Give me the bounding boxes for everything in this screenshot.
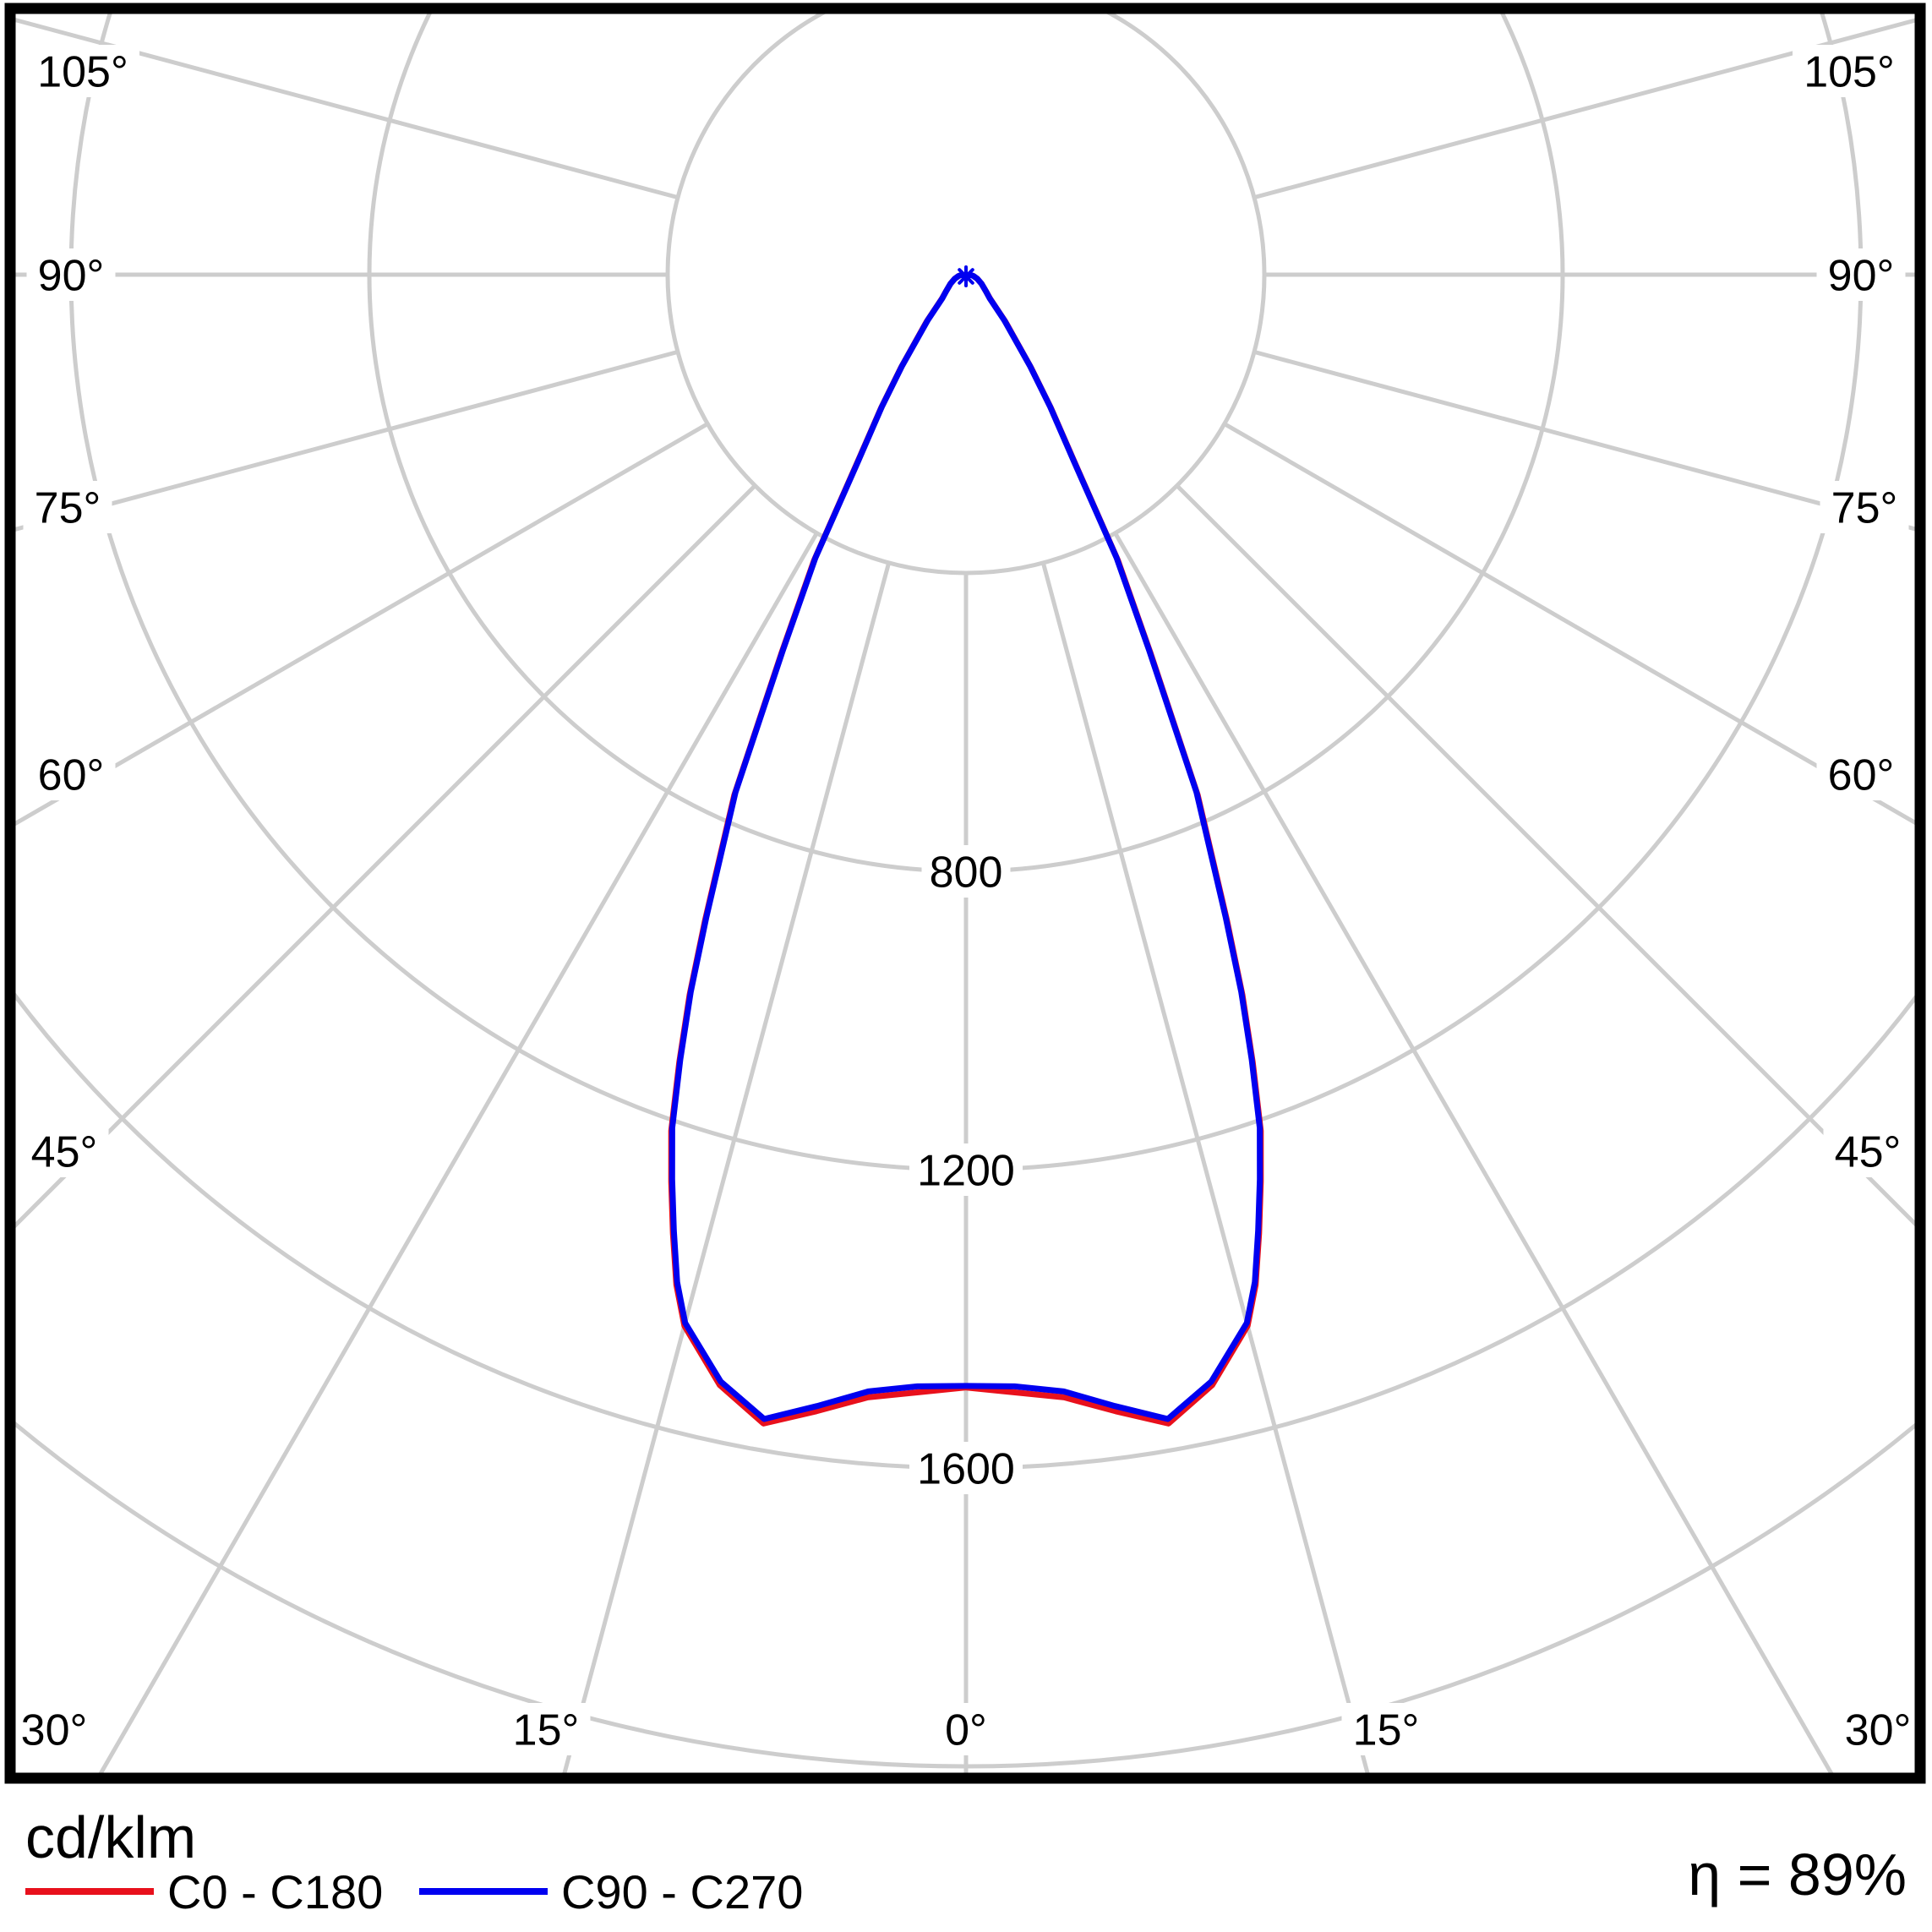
angle-label: 90° xyxy=(1828,252,1895,301)
plot-frame xyxy=(4,3,1926,1784)
legend: C0 - C180 C90 - C270 xyxy=(25,1865,803,1918)
angle-label-background xyxy=(9,1703,99,1755)
grid-ray-right-105 xyxy=(1253,18,1915,200)
angle-label: 75° xyxy=(35,484,101,533)
grid-ray-left-105 xyxy=(15,17,679,200)
radial-label-background xyxy=(921,845,1011,898)
angle-label-background xyxy=(1820,481,1909,533)
grid-ray-left-15 xyxy=(562,562,892,1773)
angle-label-background xyxy=(1833,1703,1923,1755)
angle-label-background xyxy=(26,748,116,800)
angle-label: 60° xyxy=(1828,751,1895,800)
intensity-curves xyxy=(668,271,1264,1427)
angle-label: 90° xyxy=(38,252,105,301)
peak-marker-stroke xyxy=(958,268,974,285)
efficiency-label: η = 89% xyxy=(1688,1842,1907,1907)
angle-label-background xyxy=(1816,248,1906,301)
angle-label: 30° xyxy=(1845,1706,1912,1755)
unit-label: cd/klm xyxy=(25,1804,196,1870)
legend-label-c90-c270: C90 - C270 xyxy=(561,1865,803,1918)
angle-label: 15° xyxy=(513,1706,580,1755)
radial-label-background xyxy=(909,1143,1023,1196)
grid-ray-right-75 xyxy=(1253,349,1915,532)
angle-label: 30° xyxy=(21,1706,88,1755)
radial-label: 800 xyxy=(930,849,1003,898)
radial-label-background xyxy=(909,1442,1023,1494)
angle-label-background xyxy=(1816,748,1906,800)
angle-label-background xyxy=(1823,1125,1913,1177)
angle-label: 75° xyxy=(1831,484,1898,533)
grid-ray-right-30 xyxy=(1113,532,1834,1773)
angle-label-background xyxy=(19,1125,109,1177)
angle-label-background xyxy=(1341,1703,1431,1755)
radial-label: 1200 xyxy=(917,1147,1015,1196)
angle-label-background xyxy=(934,1703,998,1755)
grid-label-backgrounds xyxy=(9,45,1923,1755)
angle-label: 45° xyxy=(1835,1128,1902,1177)
radial-label: 1600 xyxy=(917,1445,1015,1494)
angle-label: 105° xyxy=(37,48,128,97)
grid-ray-right-60 xyxy=(1223,422,1915,826)
angle-label-background xyxy=(26,45,139,97)
grid-ray-right-15 xyxy=(1040,562,1370,1773)
angle-label: 0° xyxy=(945,1706,987,1755)
angle-label: 60° xyxy=(38,751,105,800)
grid-ray-left-30 xyxy=(98,532,819,1773)
angle-label: 45° xyxy=(31,1128,98,1177)
grid-ray-left-75 xyxy=(15,349,679,532)
angle-label-background xyxy=(23,481,112,533)
angle-label-background xyxy=(1793,45,1906,97)
grid-ray-left-60 xyxy=(15,422,709,827)
angle-label-background xyxy=(26,248,116,301)
grid-labels: 800 1200 1600 105° 90° 75° 60° 45° 30° 15° 0° 15° 30… xyxy=(21,48,1912,1755)
angle-label-background xyxy=(501,1703,591,1755)
peak-asterisk-marker xyxy=(955,265,977,287)
legend-label-c0-c180: C0 - C180 xyxy=(167,1865,383,1918)
angle-label: 15° xyxy=(1353,1706,1420,1755)
curve-C90-C270 xyxy=(669,271,1263,1422)
angle-label: 105° xyxy=(1804,48,1895,97)
